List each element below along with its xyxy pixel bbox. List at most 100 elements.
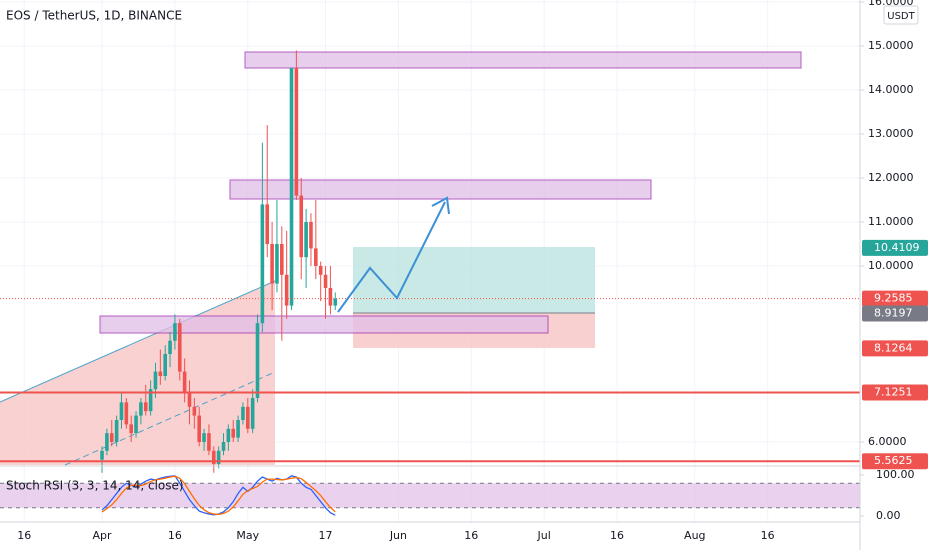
price-label: 7.1251 [874, 385, 913, 398]
candle-body [265, 204, 270, 244]
candle-body [202, 433, 206, 442]
indicator-title: Stoch RSI (3, 3, 14, 14, close) [6, 479, 184, 493]
candle-body [197, 415, 202, 442]
price-label: 8.1264 [874, 341, 913, 354]
price-label-bg [862, 305, 928, 322]
channel-mid [64, 371, 276, 466]
zone [229, 179, 652, 200]
price-label-bg [862, 453, 928, 470]
target-zone [353, 247, 595, 313]
candle-body [216, 450, 221, 464]
price-label: 8.9197 [874, 307, 913, 320]
candle-body [187, 393, 192, 407]
candle-body [280, 243, 284, 275]
stoch-line [101, 475, 336, 516]
price-label: 10.4109 [874, 241, 920, 254]
y-tick-label: 14.0000 [868, 83, 914, 96]
x-tick-label: 16 [610, 529, 624, 542]
projection [337, 196, 450, 313]
y-tick-label: 0.00 [876, 509, 901, 522]
candle-body [221, 441, 226, 451]
candle-body [168, 340, 172, 354]
y-tick-label: 11.0000 [868, 215, 914, 228]
candle-body [100, 450, 104, 460]
price-label: 5.5625 [874, 454, 913, 467]
price-label-bg [862, 239, 928, 256]
candle-body [323, 274, 328, 288]
axes: 16 Apr 16 May 17 Jun 16 Jul 16 Aug 16 6.0000 10.0000… [17, 0, 928, 542]
candle-body [134, 415, 138, 434]
unit-label: USDT [887, 11, 915, 22]
candle-body [129, 424, 133, 434]
unit-badge [883, 5, 919, 25]
y-tick-label: 13.0000 [868, 127, 914, 140]
candle-body [124, 402, 129, 425]
candle-body [270, 243, 274, 284]
candle-body [275, 243, 279, 284]
x-tick-label: Aug [684, 529, 705, 542]
candle-body [236, 419, 240, 438]
candle-body [318, 265, 323, 275]
price-label: 9.2585 [874, 292, 913, 305]
price-label-bg [862, 290, 928, 307]
x-tick-label: 17 [319, 529, 333, 542]
candle-body [260, 204, 265, 324]
price-label-bg [862, 384, 928, 401]
candle-body [211, 450, 216, 464]
zone [99, 315, 549, 334]
x-tick-label: Jul [537, 529, 551, 542]
band [0, 483, 860, 508]
y-tick-label: 6.0000 [868, 435, 907, 448]
candle-body [148, 389, 153, 412]
candle-body [328, 287, 333, 306]
candle-body [231, 428, 236, 438]
candle-body [109, 433, 114, 442]
y-tick-label: 100.00 [876, 468, 915, 481]
drawings [0, 51, 802, 466]
channel-top [0, 280, 276, 403]
candle-body [289, 67, 294, 306]
x-tick-label: May [236, 529, 259, 542]
candle-body [284, 274, 289, 306]
candle-body [255, 323, 260, 398]
x-tick-label: Jun [389, 529, 407, 542]
candles [0, 50, 860, 516]
x-tick-label: 16 [761, 529, 775, 542]
candle-body [207, 433, 211, 451]
projection-path [337, 201, 446, 313]
candle-body [173, 323, 177, 341]
candle-body [114, 419, 119, 442]
candle-body [245, 406, 250, 429]
candle-body [299, 195, 304, 258]
candle-body [105, 433, 109, 451]
candle-body [163, 353, 167, 376]
chart-title: EOS / TetherUS, 1D, BINANCE [6, 9, 182, 23]
candle-body [309, 221, 313, 249]
x-tick-label: 16 [17, 529, 31, 542]
arrow-head [431, 196, 450, 215]
candle-body [177, 323, 182, 372]
candle-body [314, 248, 318, 266]
candle-body [192, 406, 197, 416]
x-tick-label: 16 [168, 529, 182, 542]
candle-body [241, 406, 245, 420]
candle-body [250, 397, 255, 429]
candle-body [294, 67, 299, 196]
candle-body [119, 402, 124, 420]
candle-body [153, 371, 158, 390]
y-tick-label: 15.0000 [868, 39, 914, 52]
candle-body [139, 402, 143, 416]
zone [244, 51, 802, 69]
candle-body [158, 371, 163, 376]
y-tick-label: 16.0000 [868, 0, 914, 8]
grid [0, 0, 860, 522]
y-tick-label: 12.0000 [868, 171, 914, 184]
y-tick-label: 10.0000 [868, 259, 914, 272]
candle-body [304, 221, 308, 258]
x-tick-label: 16 [464, 529, 478, 542]
candle-body [333, 298, 338, 306]
price-label-bg [862, 340, 928, 357]
candle-body [182, 371, 187, 394]
candle-body [226, 428, 231, 442]
